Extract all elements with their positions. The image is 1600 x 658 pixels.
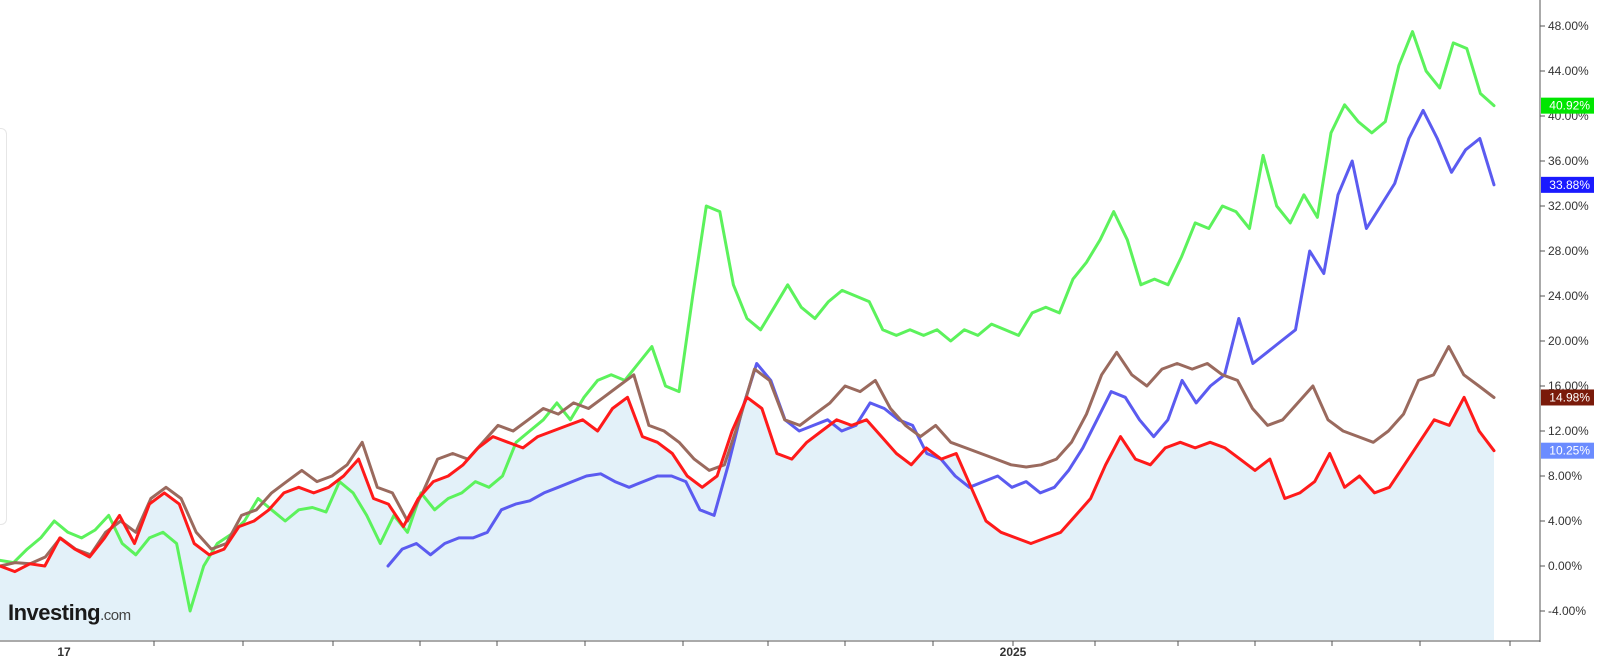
series-brown-line	[0, 345, 1496, 568]
badge-label: 40.92%	[1549, 99, 1590, 113]
badge-label: 10.25%	[1549, 444, 1590, 458]
y-tick-label: 36.00%	[1548, 154, 1589, 168]
badge-brown: 14.98%	[1541, 389, 1594, 406]
badge-label: 33.88%	[1549, 178, 1590, 192]
y-tick-label: -4.00%	[1548, 604, 1586, 618]
y-tick-label: 44.00%	[1548, 64, 1589, 78]
area-fill	[0, 397, 1494, 640]
series-red-line	[0, 395, 1496, 574]
y-tick-label: 32.00%	[1548, 199, 1589, 213]
y-tick-label: 24.00%	[1548, 289, 1589, 303]
series-layer	[0, 30, 1496, 613]
x-axis-ticks: 17 2025	[57, 641, 1511, 658]
badge-label: 14.98%	[1549, 390, 1590, 404]
y-tick-label: 48.00%	[1548, 19, 1589, 33]
investing-logo: Investing.com	[8, 600, 131, 626]
y-tick-label: 12.00%	[1548, 424, 1589, 438]
badge-green: 40.92%	[1541, 97, 1594, 114]
y-tick-label: 4.00%	[1548, 514, 1582, 528]
brand-name: Investing	[8, 600, 101, 625]
y-tick-label: 8.00%	[1548, 469, 1582, 483]
badge-blue: 33.88%	[1541, 176, 1594, 193]
y-tick-label: 20.00%	[1548, 334, 1589, 348]
y-tick-label: 0.00%	[1548, 559, 1582, 573]
side-panel-tab[interactable]	[0, 128, 7, 525]
y-tick-label: 28.00%	[1548, 244, 1589, 258]
brand-suffix: .com	[100, 607, 131, 624]
x-tick-label: 17	[57, 645, 71, 658]
x-tick-label: 2025	[1000, 645, 1027, 658]
last-value-badges: 40.92% 33.88% 14.98% 10.25%	[1541, 97, 1594, 459]
badge-red: 10.25%	[1541, 442, 1594, 459]
